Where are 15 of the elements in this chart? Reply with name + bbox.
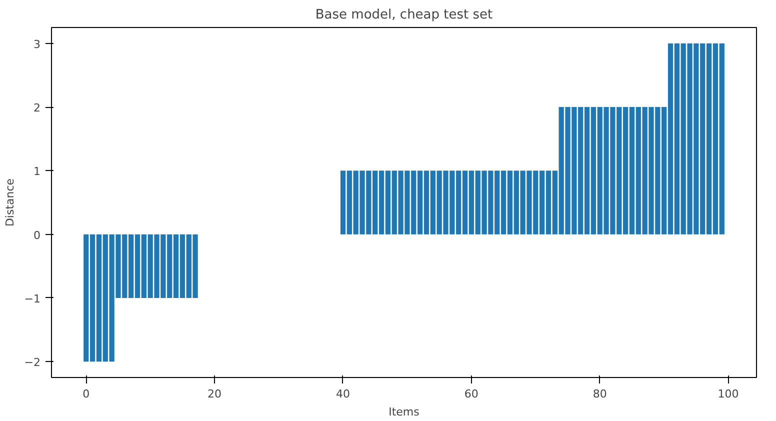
y-axis-title: Distance xyxy=(3,178,16,227)
y-tick-label: 1 xyxy=(34,165,40,178)
y-tick-label: 3 xyxy=(34,38,40,51)
x-axis-title: Items xyxy=(388,406,420,418)
y-tick-label: −1 xyxy=(24,292,41,306)
y-tick-label: 0 xyxy=(34,228,40,242)
y-tick-label: −2 xyxy=(24,356,41,370)
y-tick-label: 2 xyxy=(34,102,40,115)
x-tick-label: 60 xyxy=(464,388,478,400)
x-tick-label: 20 xyxy=(208,388,222,400)
chart-title: Base model, cheap test set xyxy=(315,8,493,22)
x-tick-label: 40 xyxy=(336,388,350,400)
x-tick-label: 0 xyxy=(82,388,90,400)
x-tick-label: 100 xyxy=(718,388,739,400)
x-tick-label: 80 xyxy=(592,388,607,400)
